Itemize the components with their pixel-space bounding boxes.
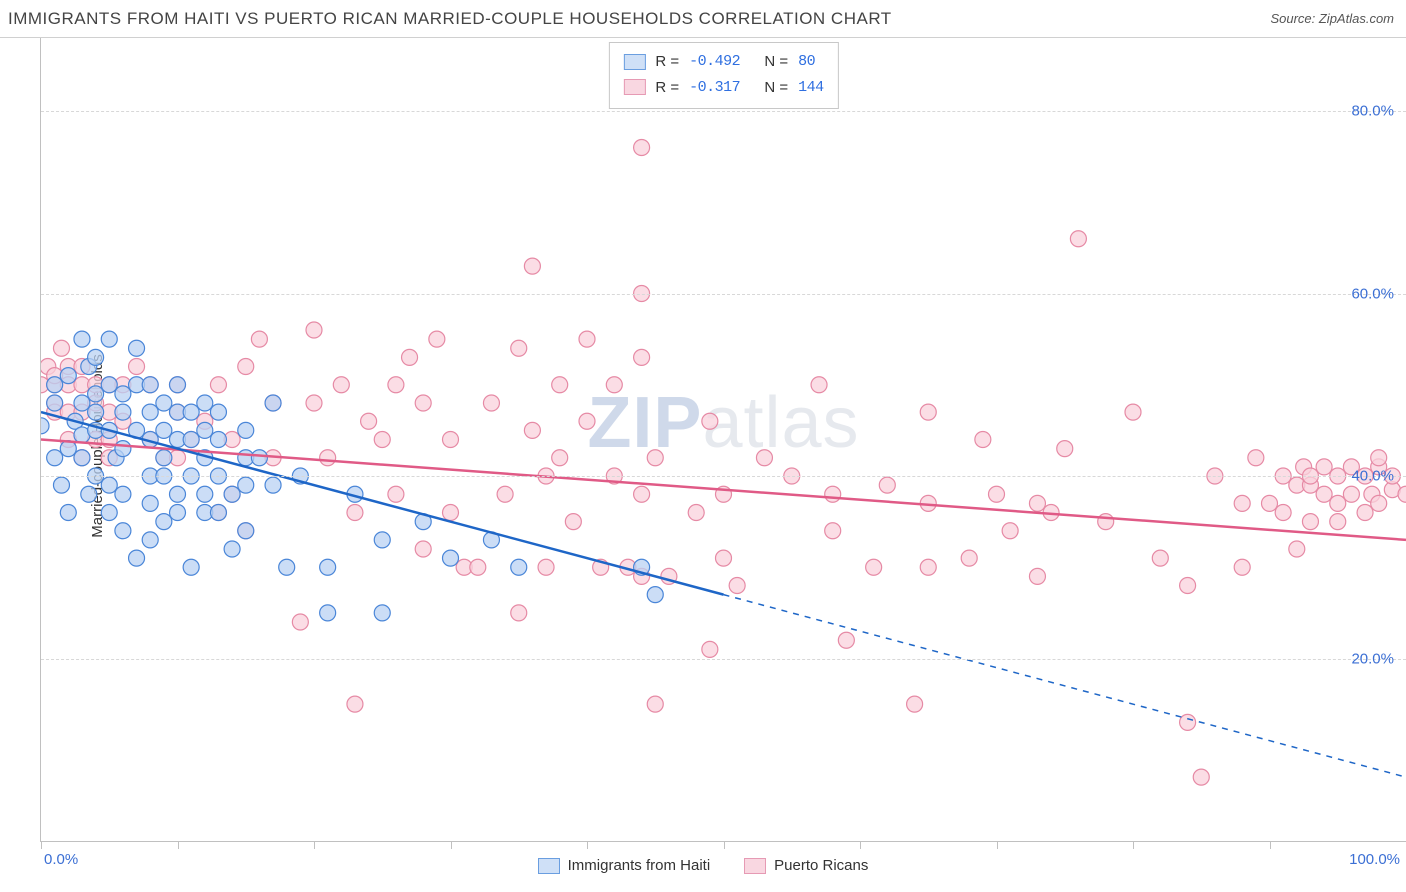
stats-row-series2: R = -0.317 N = 144 [623,75,823,101]
swatch-series2 [623,79,645,95]
legend-label-series1: Immigrants from Haiti [568,857,711,874]
legend-label-series2: Puerto Ricans [774,857,868,874]
chart-header: IMMIGRANTS FROM HAITI VS PUERTO RICAN MA… [0,0,1406,38]
stats-legend-box: R = -0.492 N = 80 R = -0.317 N = 144 [608,42,838,109]
bottom-legend: Immigrants from Haiti Puerto Ricans [0,857,1406,874]
legend-item-series2: Puerto Ricans [744,857,868,874]
chart-svg [41,38,1406,841]
chart-title: IMMIGRANTS FROM HAITI VS PUERTO RICAN MA… [8,9,892,29]
r-value-series1: -0.492 [689,49,740,75]
y-tick-label: 60.0% [1351,285,1394,302]
legend-swatch-series2 [744,858,766,874]
legend-item-series1: Immigrants from Haiti [538,857,711,874]
stats-row-series1: R = -0.492 N = 80 [623,49,823,75]
plot-area: ZIPatlas R = -0.492 N = 80 R = -0.317 N … [40,38,1406,842]
y-tick-label: 40.0% [1351,468,1394,485]
legend-swatch-series1 [538,858,560,874]
n-value-series2: 144 [798,75,824,101]
r-value-series2: -0.317 [689,75,740,101]
y-tick-label: 80.0% [1351,103,1394,120]
chart-source: Source: ZipAtlas.com [1270,11,1394,26]
n-value-series1: 80 [798,49,815,75]
y-tick-label: 20.0% [1351,650,1394,667]
swatch-series1 [623,54,645,70]
